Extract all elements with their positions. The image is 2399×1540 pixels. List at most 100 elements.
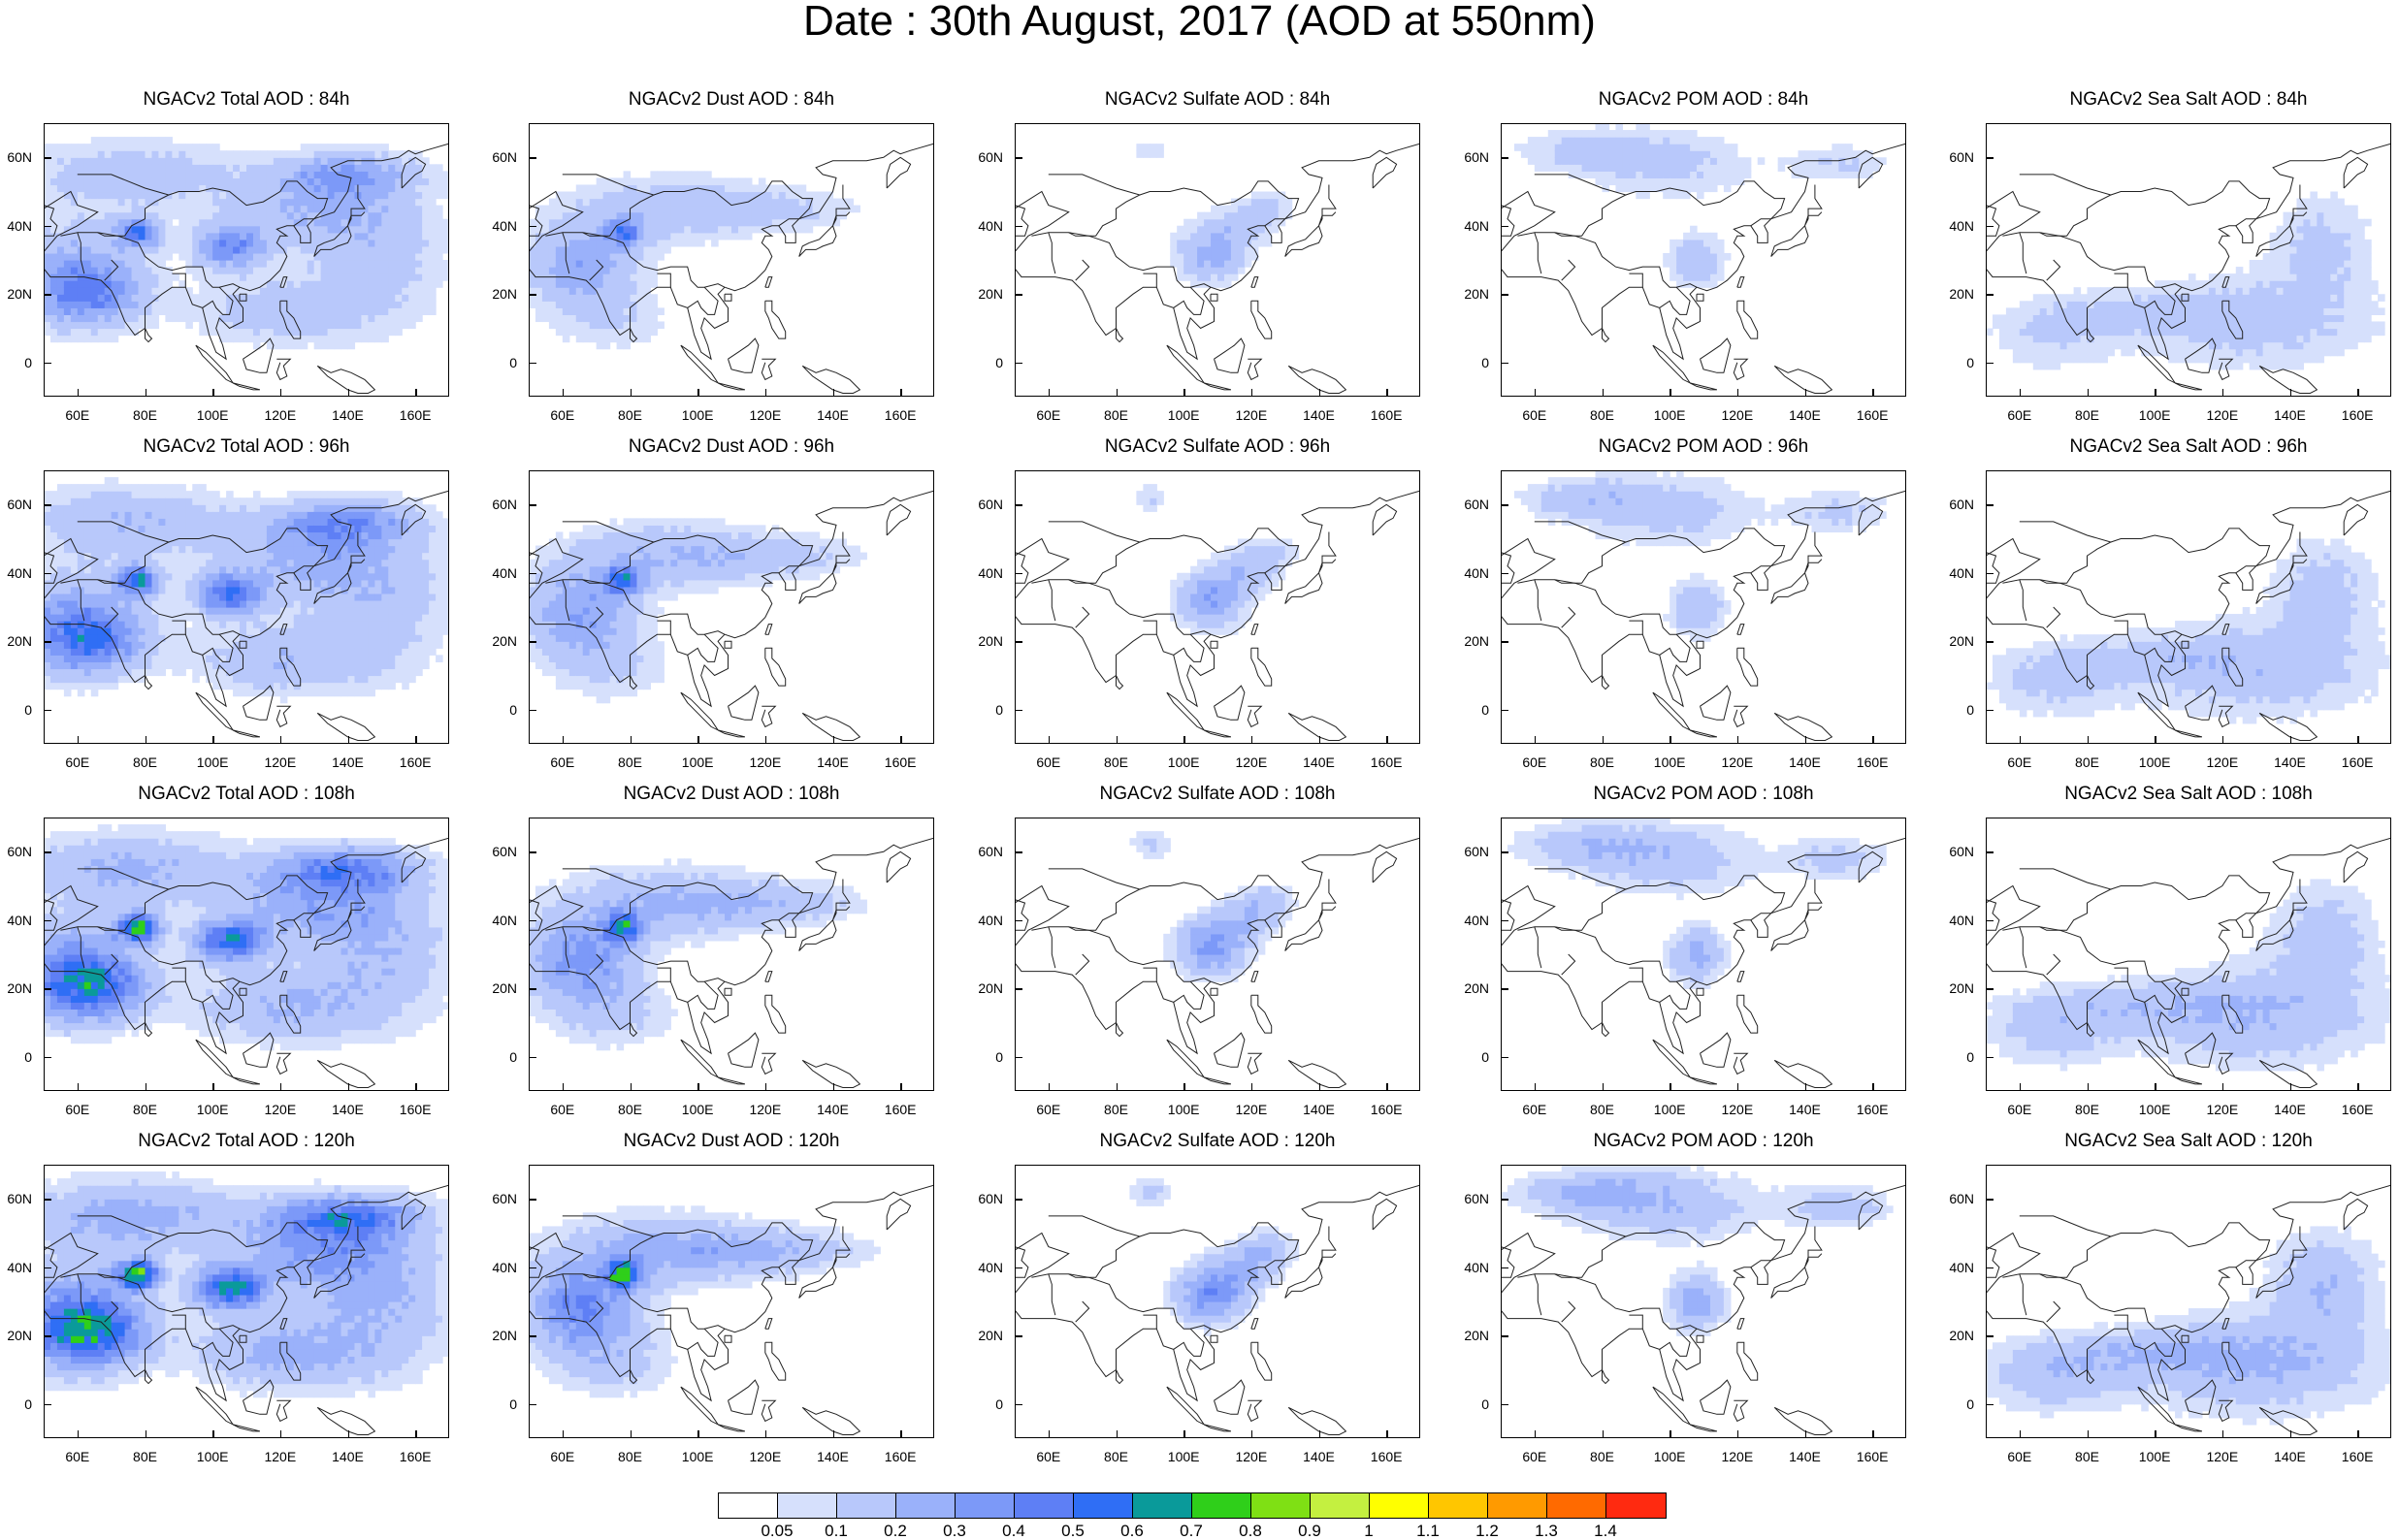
lon-tick — [212, 1430, 214, 1438]
lon-tick — [2357, 1430, 2359, 1438]
aod-shading — [1986, 1226, 2391, 1426]
lon-tick-label: 80E — [618, 1102, 642, 1117]
colorbar-label: 0.5 — [1061, 1522, 1085, 1540]
lon-tick-label: 80E — [618, 754, 642, 770]
aod-map — [1986, 1184, 2391, 1435]
aod-shading — [1129, 1178, 1300, 1336]
lat-tick — [44, 157, 51, 159]
colorbar-swatch — [1311, 1493, 1370, 1518]
lat-tick-label: 20N — [1464, 286, 1489, 303]
lon-tick — [1602, 389, 1604, 397]
coastlines — [529, 143, 934, 394]
lon-tick — [77, 389, 80, 397]
aod-shading — [529, 171, 860, 350]
aod-map — [529, 490, 934, 741]
lon-tick — [1804, 1083, 1806, 1091]
lon-tick-label: 120E — [264, 407, 297, 423]
lon-tick — [145, 389, 146, 397]
lon-tick-label: 60E — [1522, 1449, 1547, 1464]
lat-tick — [1015, 641, 1022, 643]
lat-tick-label: 40N — [978, 217, 1003, 234]
lat-tick-label: 20N — [1949, 980, 1974, 997]
panel-title: NGACv2 POM AOD : 120h — [1593, 1131, 1814, 1151]
lon-tick — [764, 1083, 767, 1091]
lat-tick — [529, 851, 536, 853]
aod-map — [1501, 123, 1906, 394]
lon-tick — [1534, 1083, 1537, 1091]
lon-tick-label: 120E — [2206, 1102, 2239, 1117]
lat-tick-label: 0 — [509, 1396, 517, 1412]
lon-tick-label: 120E — [1721, 407, 1754, 423]
coastlines — [1501, 143, 1906, 394]
lat-tick — [529, 572, 536, 575]
coastlines — [1986, 143, 2391, 394]
lon-tick — [1736, 736, 1739, 744]
lat-tick-label: 0 — [1481, 1048, 1489, 1065]
lat-tick-label: 0 — [995, 354, 1003, 370]
coastlines — [44, 490, 449, 741]
lon-tick-label: 120E — [2206, 754, 2239, 770]
lon-tick — [1386, 1430, 1388, 1438]
lon-tick — [1736, 389, 1739, 397]
panel-title: NGACv2 Total AOD : 108h — [138, 784, 355, 804]
lon-tick-label: 60E — [1522, 754, 1547, 770]
aod-map — [44, 1171, 449, 1435]
lon-tick — [2155, 389, 2156, 397]
lon-tick — [1048, 389, 1051, 397]
coastlines — [529, 490, 934, 741]
lon-tick — [697, 1083, 699, 1091]
lat-tick-label: 60N — [492, 149, 517, 166]
lat-tick-label: 60N — [7, 497, 32, 513]
lon-tick — [1048, 1430, 1051, 1438]
lat-tick — [44, 1199, 51, 1201]
lon-tick — [630, 736, 632, 744]
lat-tick-label: 60N — [492, 844, 517, 860]
lon-tick-label: 80E — [133, 1102, 157, 1117]
panel-title: NGACv2 Dust AOD : 120h — [623, 1131, 840, 1151]
lon-tick-label: 140E — [1303, 407, 1335, 423]
lat-tick — [1986, 851, 1994, 853]
lon-tick-label: 120E — [749, 407, 782, 423]
aod-map — [1015, 484, 1420, 741]
lon-tick — [900, 1083, 902, 1091]
lon-tick-label: 100E — [1167, 1102, 1200, 1117]
lon-tick — [145, 1430, 146, 1438]
lon-tick — [1250, 389, 1253, 397]
aod-shading — [44, 824, 449, 1051]
lat-tick-label: 0 — [509, 1048, 517, 1065]
lon-tick — [697, 1430, 699, 1438]
lat-tick-label: 40N — [1464, 564, 1489, 581]
lon-tick-label: 160E — [2341, 1102, 2374, 1117]
lon-tick-label: 60E — [1036, 407, 1061, 423]
lat-tick — [44, 225, 51, 228]
lon-tick — [562, 1430, 565, 1438]
aod-map — [1501, 470, 1906, 741]
aod-map — [1986, 837, 2391, 1088]
aod-shading — [1513, 123, 1887, 288]
lon-tick — [1318, 389, 1320, 397]
lat-tick-label: 60N — [1949, 844, 1974, 860]
lat-tick-label: 60N — [1464, 149, 1489, 166]
lon-tick-label: 100E — [196, 1449, 229, 1464]
colorbar-label: 1.3 — [1535, 1522, 1558, 1540]
lat-tick-label: 0 — [995, 1396, 1003, 1412]
aod-map — [529, 1184, 934, 1435]
lon-tick-label: 160E — [1856, 1449, 1889, 1464]
colorbar-swatch — [1133, 1493, 1192, 1518]
lon-tick-label: 160E — [1856, 754, 1889, 770]
lon-tick — [2087, 389, 2089, 397]
lat-tick — [1501, 1267, 1508, 1269]
lat-tick — [1501, 294, 1508, 296]
lon-tick-label: 100E — [1653, 407, 1686, 423]
lon-tick-label: 100E — [1653, 1102, 1686, 1117]
aod-map — [44, 137, 449, 394]
coastlines — [1501, 1184, 1906, 1435]
lon-tick-label: 120E — [749, 1102, 782, 1117]
lon-tick — [2155, 736, 2156, 744]
lat-tick — [1501, 641, 1508, 643]
lat-tick-label: 20N — [7, 980, 32, 997]
lat-tick-label: 0 — [24, 1396, 32, 1412]
lat-tick-label: 40N — [7, 912, 32, 928]
aod-shading — [1136, 484, 1300, 635]
lat-tick — [1986, 362, 1994, 365]
